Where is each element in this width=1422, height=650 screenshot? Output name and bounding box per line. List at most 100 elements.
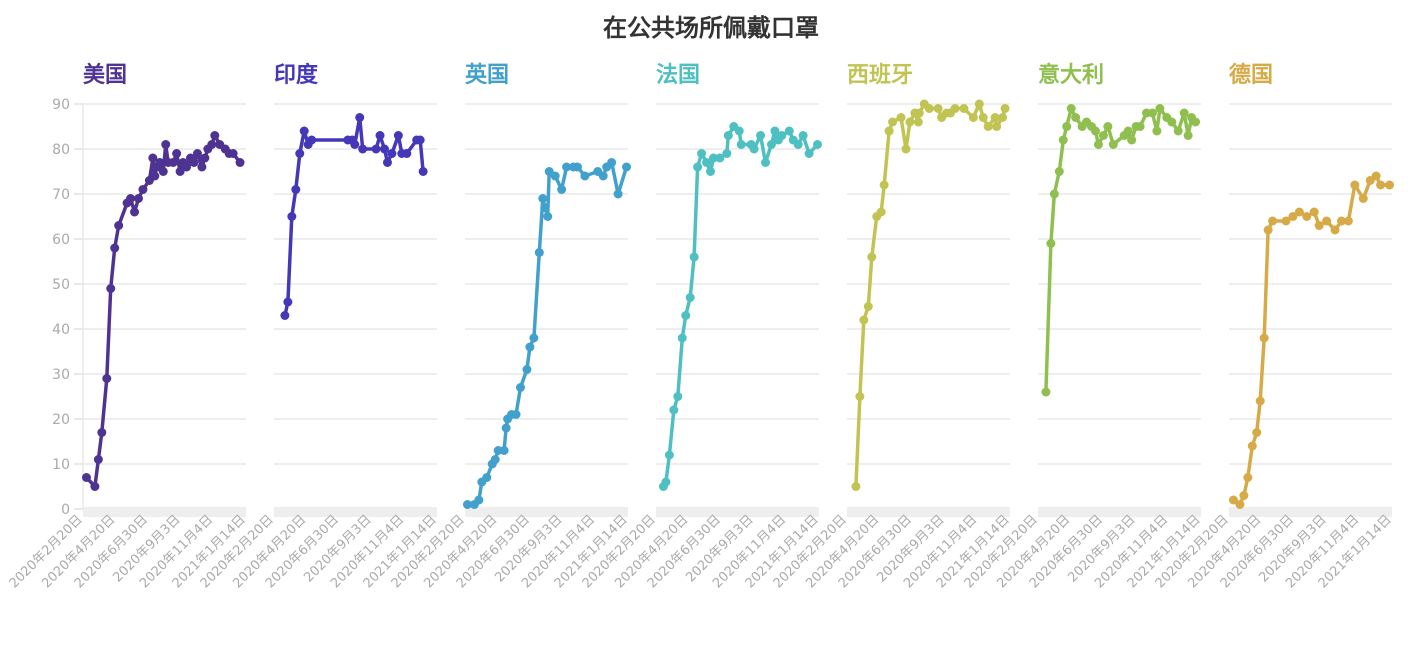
data-point <box>1302 212 1312 221</box>
data-point <box>736 140 746 149</box>
panel-title: 美国 <box>83 62 127 88</box>
data-point <box>1103 122 1113 131</box>
data-point <box>859 315 869 325</box>
series-line <box>1232 174 1390 507</box>
data-point <box>1371 171 1381 181</box>
data-point <box>474 495 484 505</box>
data-point <box>766 140 776 149</box>
data-point <box>175 167 185 176</box>
data-point <box>1000 104 1010 113</box>
data-point <box>760 158 770 167</box>
data-point <box>622 162 632 172</box>
data-point <box>93 455 103 464</box>
data-point <box>867 252 877 262</box>
data-point <box>379 144 389 154</box>
data-point <box>896 113 906 122</box>
data-point <box>1358 194 1368 203</box>
data-point <box>525 342 535 352</box>
data-point <box>1090 126 1100 136</box>
data-point <box>182 162 192 172</box>
data-point <box>133 194 143 203</box>
data-point <box>888 117 898 127</box>
series-line <box>85 133 242 489</box>
data-point <box>358 144 368 154</box>
data-point <box>598 171 608 181</box>
data-point <box>1288 212 1298 221</box>
panel-title: 西班牙 <box>847 63 913 88</box>
panel-title: 英国 <box>465 63 509 88</box>
data-point <box>664 450 674 460</box>
data-point <box>901 144 911 154</box>
data-point <box>522 365 532 374</box>
data-point <box>876 207 886 217</box>
data-point <box>722 149 732 158</box>
data-point <box>168 158 178 167</box>
data-point <box>538 194 548 203</box>
data-point <box>540 203 550 212</box>
data-point <box>210 131 220 140</box>
panel-0: 01020304050607080902020年2月20日2020年4月20日2… <box>7 62 249 591</box>
data-point <box>1046 239 1056 248</box>
data-point <box>287 212 297 221</box>
data-point <box>669 405 679 415</box>
data-point <box>280 311 290 320</box>
data-point <box>192 149 202 158</box>
data-point <box>1071 113 1081 122</box>
data-point <box>1173 126 1183 136</box>
data-point <box>661 477 671 487</box>
data-point <box>382 158 392 167</box>
data-point <box>291 185 301 194</box>
data-point <box>482 473 492 482</box>
data-point <box>161 140 171 149</box>
data-point <box>990 113 1000 122</box>
data-point <box>685 293 695 302</box>
x-axis-band <box>274 507 437 517</box>
data-point <box>784 126 794 136</box>
panel-title: 印度 <box>274 62 319 88</box>
data-point <box>708 153 718 163</box>
data-point <box>148 153 158 163</box>
x-axis-band <box>1229 507 1392 517</box>
data-point <box>798 131 808 140</box>
data-point <box>1066 104 1076 113</box>
data-point <box>1179 108 1189 118</box>
data-point <box>130 207 140 217</box>
data-point <box>387 149 397 158</box>
data-point <box>462 500 472 509</box>
data-point <box>723 131 733 140</box>
data-point <box>550 171 560 181</box>
data-point <box>914 108 924 118</box>
data-point <box>1167 117 1177 127</box>
data-point <box>557 185 567 194</box>
data-point <box>879 180 889 190</box>
data-point <box>562 162 572 172</box>
data-point <box>1330 225 1340 235</box>
data-point <box>1247 441 1257 451</box>
data-point <box>681 311 691 320</box>
data-point <box>689 252 699 262</box>
data-point <box>207 140 217 149</box>
y-tick-label: 20 <box>52 412 70 428</box>
data-point <box>1041 387 1051 397</box>
chart-title: 在公共场所佩戴口罩 <box>603 14 819 42</box>
data-point <box>933 104 943 113</box>
data-point <box>813 140 823 149</box>
data-point <box>402 149 412 158</box>
data-point <box>1098 131 1108 140</box>
data-point <box>114 221 124 230</box>
data-point <box>126 194 136 203</box>
data-point <box>983 122 993 131</box>
data-point <box>1062 122 1072 131</box>
data-point <box>1155 104 1165 113</box>
data-point <box>950 104 960 113</box>
data-point <box>81 473 91 482</box>
data-point <box>375 131 385 140</box>
data-point <box>607 158 617 167</box>
data-point <box>1343 216 1353 226</box>
data-point <box>1376 180 1386 190</box>
data-point <box>1152 126 1162 136</box>
data-point <box>968 113 978 122</box>
data-point <box>393 131 403 140</box>
data-point <box>673 392 683 401</box>
